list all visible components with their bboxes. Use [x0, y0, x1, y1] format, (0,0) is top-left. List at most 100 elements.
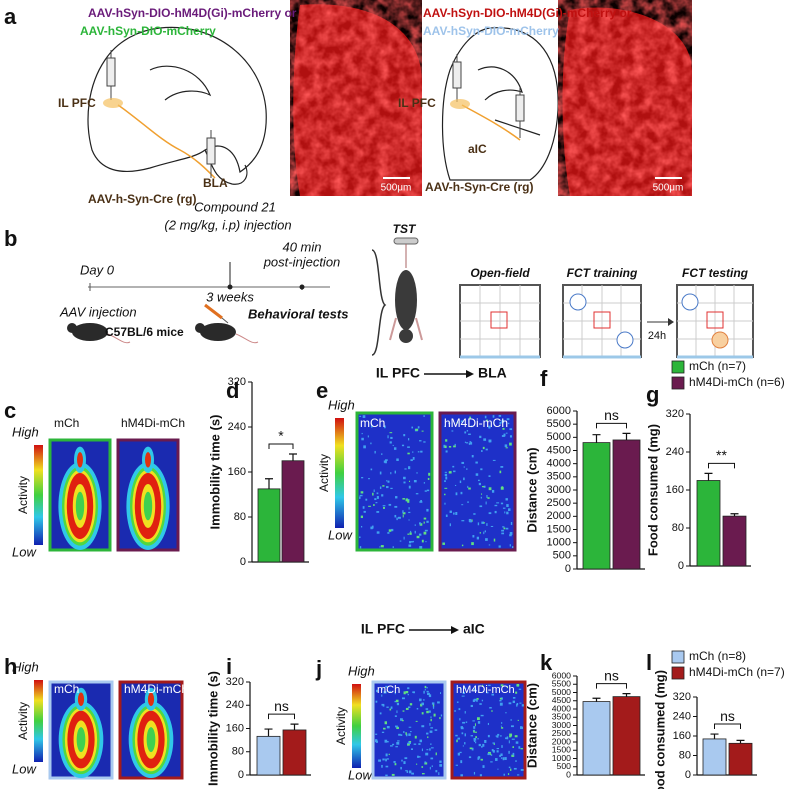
activity-speck — [430, 757, 434, 760]
activity-speck — [444, 425, 446, 427]
activity-speck — [359, 415, 362, 417]
activity-speck — [370, 526, 373, 530]
activity-speck — [396, 458, 399, 461]
activity-speck — [461, 461, 465, 464]
activity-speck — [412, 540, 414, 543]
activity-speck — [439, 764, 443, 767]
error-bar — [622, 432, 631, 440]
activity-speck — [394, 505, 398, 508]
activity-speck — [479, 774, 482, 777]
activity-speck — [426, 489, 430, 492]
activity-speck — [499, 754, 501, 757]
bar — [582, 442, 611, 570]
activity-speck — [481, 486, 485, 488]
activity-speck — [394, 470, 397, 474]
activity-speck — [488, 684, 491, 687]
activity-speck — [504, 757, 507, 760]
y-tick-label: 80 — [234, 511, 246, 523]
panel-letter: d — [226, 378, 239, 403]
activity-speck — [421, 766, 424, 768]
activity-speck — [453, 445, 456, 448]
activity-speck — [424, 529, 428, 532]
activity-speck — [459, 688, 462, 690]
activity-speck — [468, 442, 471, 445]
activity-speck — [509, 532, 513, 535]
activity-speck — [477, 522, 480, 526]
region-label: IL PFC — [398, 96, 436, 110]
y-tick-label: 3500 — [552, 712, 571, 722]
activity-speck — [423, 699, 425, 701]
activity-speck — [403, 481, 406, 484]
activity-speck — [402, 512, 406, 515]
bar — [282, 729, 307, 776]
activity-speck — [476, 699, 478, 702]
y-tick-label: 0 — [678, 560, 684, 572]
activity-speck — [421, 725, 425, 728]
activity-speck — [473, 688, 477, 691]
significance-bracket — [714, 723, 741, 730]
activity-speck — [488, 439, 492, 443]
activity-speck — [375, 733, 378, 735]
activity-speck — [409, 703, 413, 706]
activity-speck — [432, 706, 435, 709]
activity-speck — [506, 418, 510, 421]
y-tick-label: 1000 — [547, 537, 571, 549]
activity-speck — [421, 539, 424, 543]
group-label: hM4Di-mCh — [124, 682, 188, 696]
activity-speck — [488, 425, 491, 429]
activity-speck — [456, 422, 459, 424]
activity-speck — [491, 489, 495, 493]
activity-speck — [426, 687, 428, 689]
panel-letter: k — [540, 650, 553, 675]
activity-speck — [454, 484, 457, 486]
activity-speck — [361, 477, 364, 479]
panel-letter: e — [316, 378, 328, 403]
activity-speck — [419, 739, 423, 743]
activity-speck — [405, 732, 407, 735]
activity-speck — [497, 768, 499, 770]
activity-speck — [384, 425, 386, 429]
activity-speck — [500, 466, 504, 468]
activity-speck — [456, 739, 458, 743]
activity-speck — [492, 742, 495, 744]
activity-speck — [501, 722, 503, 724]
activity-speck — [491, 710, 493, 712]
activity-speck — [380, 545, 384, 548]
activity-speck — [381, 764, 383, 768]
activity-speck — [506, 511, 509, 515]
activity-speck — [405, 770, 408, 772]
activity-speck — [400, 766, 402, 770]
activity-speck — [382, 485, 385, 487]
activity-speck — [386, 725, 390, 729]
activity-speck — [397, 740, 400, 742]
activity-speck — [426, 690, 429, 693]
y-tick-label: 0 — [685, 769, 691, 781]
y-tick-label: 320 — [673, 691, 691, 703]
activity-speck — [395, 725, 398, 728]
error-bar — [289, 453, 297, 461]
activity-speck — [417, 756, 421, 758]
colorbar — [352, 684, 361, 768]
activity-speck — [449, 523, 451, 527]
activity-speck — [360, 515, 363, 519]
activity-speck — [514, 735, 518, 738]
activity-speck — [471, 454, 474, 458]
activity-speck — [488, 487, 492, 491]
activity-speck — [427, 736, 429, 739]
activity-map — [355, 411, 434, 552]
activity-speck — [519, 702, 522, 704]
activity-speck — [411, 426, 414, 429]
activity-speck — [423, 482, 426, 484]
activity-speck — [509, 442, 512, 446]
activity-speck — [460, 760, 463, 764]
legend-swatch — [671, 360, 685, 374]
syringe-icon — [204, 303, 229, 324]
activity-speck — [469, 442, 473, 445]
y-tick-label: 5000 — [547, 431, 571, 443]
activity-speck — [482, 446, 485, 450]
virus-label: AAV-hSyn-DIO-mCherry — [423, 24, 559, 38]
activity-speck — [420, 500, 423, 502]
activity-speck — [407, 687, 410, 690]
activity-speck — [398, 733, 401, 736]
activity-speck — [404, 468, 407, 470]
